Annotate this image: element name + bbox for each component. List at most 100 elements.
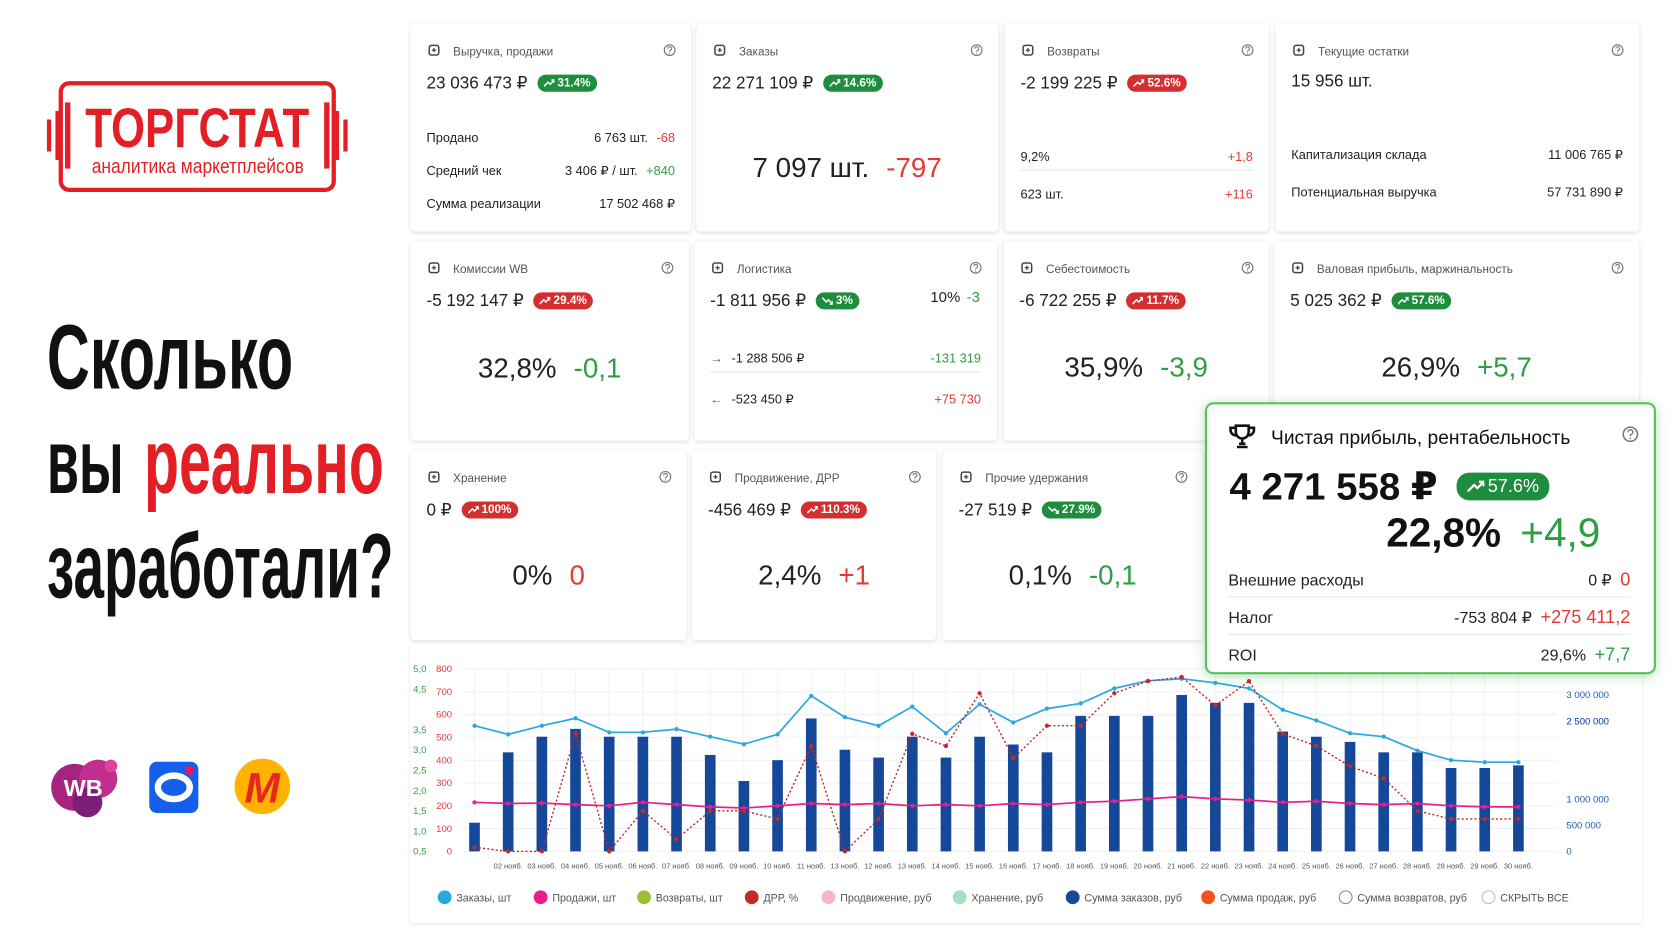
- card-value-row: -5 192 147 ₽ 29.4%: [427, 290, 594, 311]
- change-badge: 52.6%: [1127, 74, 1188, 92]
- trend-arrow-path: [822, 297, 833, 305]
- help-icon: [1241, 261, 1254, 274]
- card-value: -456 469 ₽: [708, 501, 791, 520]
- badge-text: 27.9%: [1061, 503, 1096, 517]
- help-icon: [970, 44, 983, 57]
- series-point: [1415, 801, 1420, 806]
- help-mark: [1615, 46, 1621, 52]
- bar: [805, 718, 817, 852]
- series-point: [1078, 800, 1083, 805]
- big-delta: +1: [838, 559, 871, 592]
- row-right: +116: [1225, 187, 1253, 202]
- row-left: Средний чек: [427, 163, 502, 178]
- series-point: [708, 734, 713, 739]
- help-mark: [1245, 46, 1251, 52]
- series-point: [1314, 718, 1319, 723]
- metric-card: Возвраты -2 199 225 ₽ 52.6% 9,2% +1,8 623 шт.…: [1004, 23, 1269, 232]
- legend-marker: [821, 890, 836, 905]
- np-value: 4 271 558 ₽: [1229, 464, 1438, 508]
- x-tick-label: 10 нояб.: [763, 861, 792, 870]
- np-big-delta: +4,9: [1520, 511, 1601, 556]
- logo-bar: [343, 119, 348, 152]
- legend-marker: [1065, 890, 1080, 905]
- ozon-ring: [154, 772, 194, 803]
- series-point: [472, 800, 477, 805]
- change-badge: 31.4%: [537, 74, 598, 92]
- series-point: [674, 837, 679, 842]
- axis-tick-label: 600: [436, 710, 452, 721]
- help-mark: [1615, 263, 1621, 270]
- series-point: [876, 801, 881, 806]
- series-point: [1246, 797, 1252, 803]
- series-point: [1415, 748, 1420, 753]
- help-icon: [1622, 426, 1639, 443]
- card-row: ← -523 450 ₽ +75 730: [710, 386, 981, 412]
- bar: [469, 822, 480, 852]
- series-point: [842, 802, 848, 807]
- axis-tick-label: 300: [436, 778, 452, 789]
- help-dot: [1246, 52, 1249, 54]
- card-title: Прочие удержания: [985, 472, 1089, 486]
- help-icon: [1175, 470, 1188, 483]
- row-left: Сумма реализации: [427, 196, 541, 211]
- icon-shape: [960, 471, 972, 483]
- wb-blob: [72, 787, 103, 818]
- trend-arrow-path: [539, 296, 551, 305]
- help-dot: [666, 270, 669, 272]
- yandex-icon: M: [234, 758, 291, 815]
- trend-arrow-path: [829, 79, 840, 87]
- series-point: [977, 803, 982, 808]
- row-delta: -131 319: [930, 351, 981, 366]
- bar: [839, 749, 851, 852]
- help-mark: [1179, 472, 1184, 479]
- series-point: [1448, 758, 1454, 763]
- card-row: Сумма реализации 17 502 468 ₽: [427, 191, 675, 217]
- help-mark: [663, 472, 668, 479]
- help-dot: [1629, 437, 1632, 440]
- icon-shape: [717, 48, 722, 53]
- row-left: 9,2%: [1020, 149, 1049, 164]
- logo-bar: [46, 119, 52, 152]
- card-title: Заказы: [738, 45, 779, 59]
- np-row: Внешние расходы 0 ₽ 0: [1228, 564, 1631, 598]
- badge-text: 11.7%: [1146, 294, 1180, 308]
- big-value: 0,1%: [1008, 559, 1072, 592]
- legend-hide-all[interactable]: СКРЫТЬ ВСЕ: [1500, 893, 1568, 905]
- bar: [738, 781, 750, 852]
- axis-tick-label: 2 500 000: [1566, 716, 1609, 727]
- bar: [1108, 715, 1120, 852]
- x-tick-label: 06 нояб.: [628, 861, 657, 870]
- chart-panel: 800 700 600 500 400 300 200 100 0 5,0 4,5 3,5 3,0 2,5…: [410, 645, 1643, 923]
- badge-text: 14.6%: [843, 76, 877, 90]
- x-tick-label: 09 нояб.: [729, 861, 758, 870]
- row-right: 57 731 890 ₽: [1547, 185, 1623, 200]
- legend-label: Хранение, руб: [971, 893, 1043, 905]
- x-tick-label: 12 нояб.: [864, 861, 893, 870]
- legend-marker: [1481, 890, 1496, 905]
- icon-shape: [431, 48, 437, 53]
- big-value: 26,9%: [1381, 351, 1460, 384]
- change-badge: 57.6%: [1391, 292, 1452, 310]
- card-value-row: 22 271 109 ₽ 14.6%: [712, 73, 883, 94]
- help-mark: [973, 263, 979, 270]
- help-dot: [1616, 52, 1619, 54]
- big-delta: +5,7: [1477, 351, 1532, 384]
- series-point: [943, 743, 949, 749]
- series-point: [943, 802, 949, 807]
- series-point: [1078, 723, 1083, 728]
- card-title: Возвраты: [1047, 45, 1100, 59]
- row-delta: -68: [656, 130, 675, 146]
- headline-line: Сколько: [47, 306, 293, 408]
- card-title: Логистика: [736, 263, 792, 277]
- series-point: [910, 803, 915, 808]
- row-value: 57 731 890 ₽: [1547, 184, 1623, 200]
- row-right: 0 ₽ 0: [1588, 570, 1630, 591]
- help-circle: [908, 470, 921, 483]
- big-delta: -0,1: [573, 352, 622, 385]
- trend-arrow-path: [1048, 506, 1059, 514]
- row-value: 17 502 468 ₽: [599, 196, 675, 212]
- series-point: [1044, 706, 1050, 711]
- card-value: -5 192 147 ₽: [426, 292, 524, 311]
- badge-text: 100%: [481, 503, 512, 517]
